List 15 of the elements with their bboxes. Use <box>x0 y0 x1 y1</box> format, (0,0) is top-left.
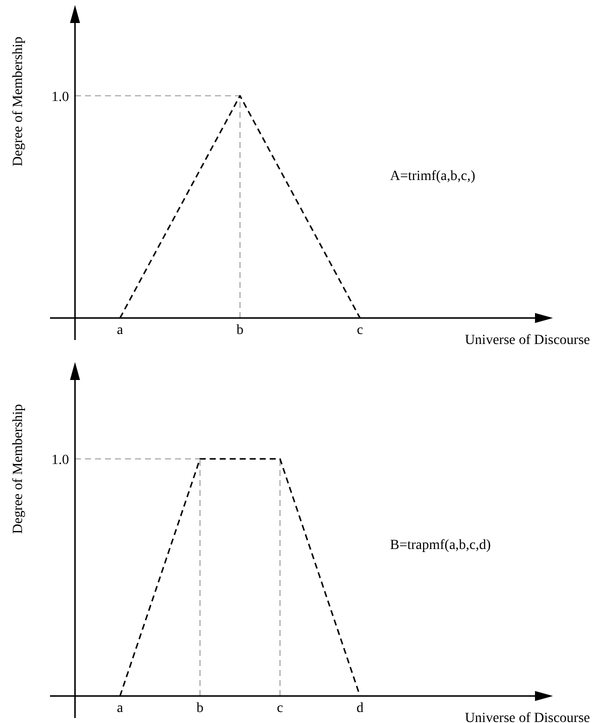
annotation: A=trimf(a,b,c,) <box>390 169 476 184</box>
ref-line-label: 1.0 <box>52 90 69 105</box>
x-tick-label: d <box>356 701 364 716</box>
x-tick-label: a <box>116 701 124 716</box>
x-tick-label: b <box>236 323 244 338</box>
x-axis-title: Universe of Discourse <box>464 333 590 348</box>
x-tick-label: a <box>116 323 124 338</box>
annotation: B=trapmf(a,b,c,d) <box>390 538 492 553</box>
ref-line-label: 1.0 <box>52 452 69 468</box>
x-axis-title: Universe of Discourse <box>464 711 590 723</box>
y-axis-title: Degree of Membership <box>11 404 26 534</box>
x-tick-label: b <box>196 701 204 716</box>
x-tick-label: c <box>276 701 284 716</box>
x-tick-label: c <box>356 323 364 338</box>
y-axis-title: Degree of Membership <box>11 36 26 166</box>
